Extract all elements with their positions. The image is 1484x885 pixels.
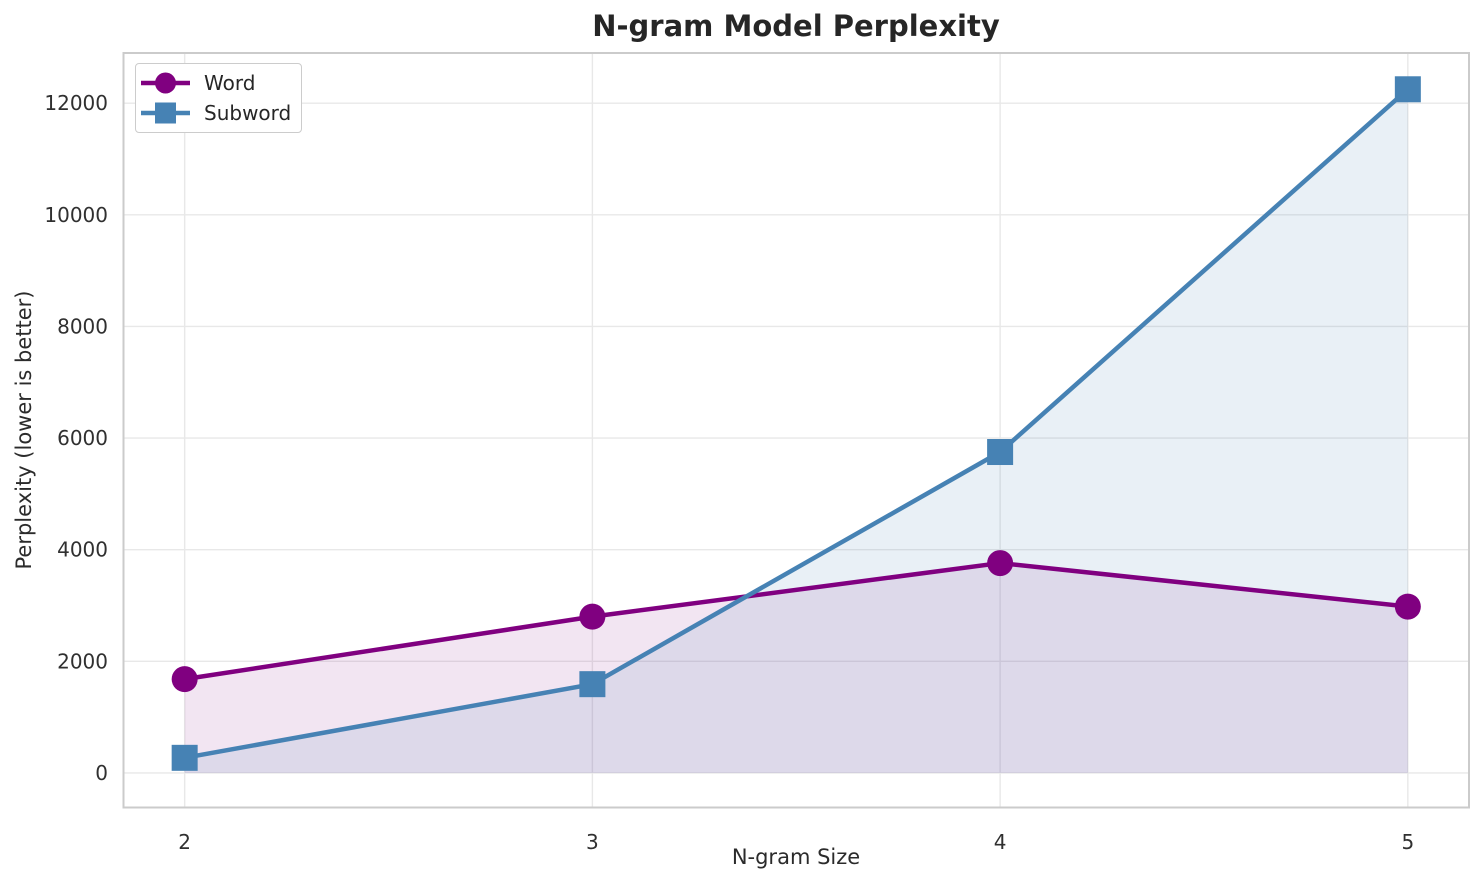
y-tick-label: 4000 — [57, 538, 108, 562]
plot-frame — [122, 52, 1470, 809]
legend-item-word: Word — [141, 68, 291, 98]
y-tick-label: 12000 — [44, 91, 108, 115]
chart-title: N-gram Model Perplexity — [592, 9, 1000, 43]
legend-label: Subword — [204, 101, 292, 125]
subword-marker — [987, 439, 1014, 466]
x-axis-label: N-gram Size — [731, 845, 861, 869]
subword-line — [182, 87, 1411, 761]
word-marker — [171, 666, 198, 693]
x-tick-label: 2 — [178, 830, 191, 854]
x-tick-label: 4 — [994, 830, 1007, 854]
legend: Word Subword — [135, 63, 303, 133]
square-marker-swatch-icon — [141, 102, 190, 124]
y-tick-label: 8000 — [57, 314, 108, 338]
word-line — [182, 560, 1411, 682]
legend-item-subword: Subword — [141, 98, 291, 128]
y-tick-label: 6000 — [57, 426, 108, 450]
y-tick-label: 2000 — [57, 649, 108, 673]
y-tick-label: 10000 — [44, 203, 108, 227]
gridlines — [123, 53, 1469, 808]
subword-marker — [579, 671, 606, 698]
subword-marker — [1394, 76, 1421, 103]
y-tick-label: 0 — [95, 761, 108, 785]
x-tick-label: 5 — [1401, 830, 1414, 854]
subword-area-fill — [184, 89, 1408, 773]
subword-marker — [171, 744, 198, 771]
word-marker — [579, 603, 606, 630]
word-area-fill — [184, 563, 1408, 773]
y-axis-label: Perplexity (lower is better) — [12, 290, 36, 570]
word-marker — [987, 550, 1014, 577]
legend-label: Word — [204, 71, 256, 95]
x-tick-label: 3 — [586, 830, 599, 854]
word-marker — [1394, 593, 1421, 620]
circle-marker-swatch-icon — [141, 72, 190, 94]
